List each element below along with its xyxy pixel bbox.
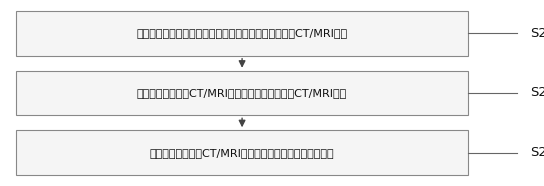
- Text: S21: S21: [530, 27, 544, 40]
- Text: 从含待扫描部位的CT/MRI图像提取感兴趣区域的CT/MRI图像: 从含待扫描部位的CT/MRI图像提取感兴趣区域的CT/MRI图像: [137, 88, 347, 98]
- FancyBboxPatch shape: [16, 11, 468, 56]
- FancyBboxPatch shape: [16, 130, 468, 175]
- FancyBboxPatch shape: [16, 71, 468, 115]
- Text: 根据感兴趣区域的CT/MRI图像获得感兴趣区域的数据信息: 根据感兴趣区域的CT/MRI图像获得感兴趣区域的数据信息: [150, 147, 335, 158]
- Text: S23: S23: [530, 146, 544, 159]
- Text: 根据含待扫描部位的原始数据重建获得含待扫描部位的CT/MRI图像: 根据含待扫描部位的原始数据重建获得含待扫描部位的CT/MRI图像: [137, 28, 348, 39]
- Text: S22: S22: [530, 86, 544, 100]
